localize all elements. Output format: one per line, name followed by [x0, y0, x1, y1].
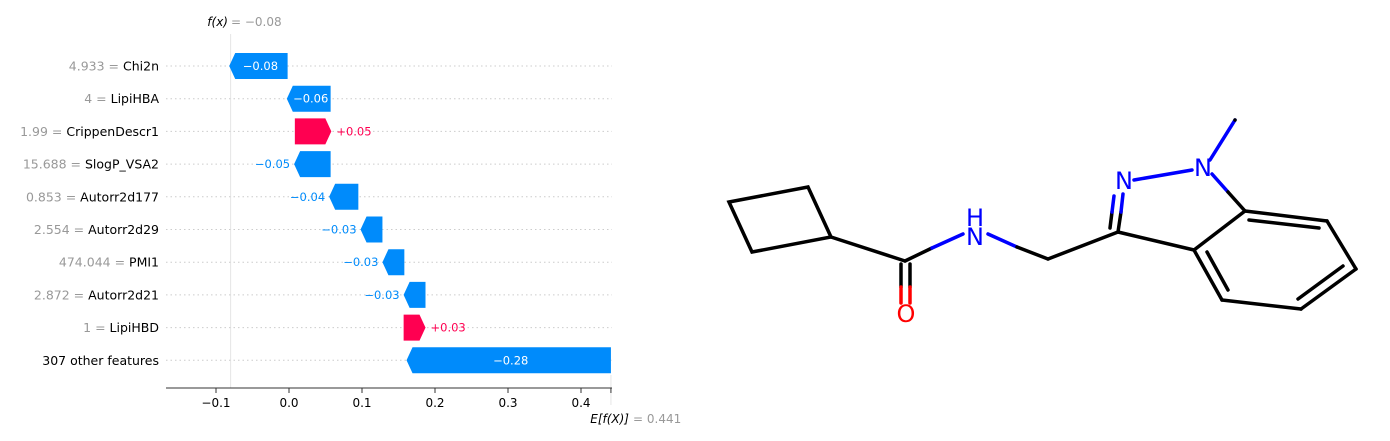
feature-value: 2.554 =: [34, 222, 88, 237]
bond-c5-c4: [1220, 298, 1303, 311]
waterfall-bar: [294, 151, 331, 178]
feature-name: Chi2n: [123, 59, 159, 74]
x-axis: −0.1 0.0 0.1 0.2 0.3 0.4: [166, 387, 612, 410]
feature-label: 1 = LipiHBD: [83, 320, 159, 335]
bond-c7a-c7-inner: [1247, 218, 1321, 230]
feature-label: 0.853 = Autorr2d177: [26, 189, 159, 204]
feature-label: 2.872 = Autorr2d21: [34, 287, 159, 302]
bar-value-label: −0.03: [321, 223, 356, 237]
feature-value: 474.044 =: [59, 255, 129, 270]
bond-c3-n2-c: [1108, 210, 1114, 230]
bond-c7a-c7: [1243, 209, 1329, 223]
bar-value-label: −0.28: [493, 353, 528, 367]
waterfall-bar: [403, 281, 426, 308]
fx-value: = −0.08: [231, 15, 282, 29]
atom-n2: N: [1115, 167, 1133, 195]
bond-c4-c3a-inner: [1205, 250, 1230, 292]
feature-value: 1 =: [83, 320, 109, 335]
feature-value: 2.872 =: [34, 287, 88, 302]
base-value-footer: E[f(X)] = 0.441: [590, 412, 681, 426]
bond-c6-c5-inner: [1296, 264, 1345, 301]
x-tick-label: 0.2: [425, 396, 444, 410]
feature-name: LipiHBA: [111, 91, 160, 106]
bar-value-label: −0.08: [243, 59, 278, 73]
shap-waterfall-chart: f(x) = −0.08 −0.08−0.06+0.05−0.05−0.04−0…: [20, 15, 681, 426]
fx-label: f(x): [207, 15, 228, 29]
bond-c3-n2-d: [1110, 194, 1116, 214]
waterfall-bar: [403, 314, 426, 341]
feature-name: Autorr2d21: [88, 287, 159, 302]
feature-label: 4 = LipiHBA: [84, 91, 159, 106]
fx-header: f(x) = −0.08: [207, 15, 281, 29]
base-value: = 0.441: [633, 412, 681, 426]
atom-h: H: [966, 204, 984, 232]
bars: −0.08 −0.06 +0.05 −0.05 −0.04 −0.03 −0.03 −0.03…: [229, 53, 611, 374]
bond-ring-carbonyl: [829, 235, 907, 263]
feature-label: 4.933 = Chi2n: [69, 59, 159, 74]
bond-nh-ch2-a: [986, 232, 1019, 249]
molecule-bonds: [726, 118, 1358, 311]
feature-label: 15.688 = SlogP_VSA2: [23, 157, 159, 172]
bar-value-label: −0.03: [364, 288, 399, 302]
bond-c4-c3a: [1192, 248, 1224, 302]
atom-nh: N: [966, 223, 984, 251]
bond-nh-ch2-b: [1015, 245, 1050, 261]
x-tick-label: 0.1: [352, 396, 371, 410]
feature-value: 4.933 =: [69, 59, 123, 74]
bond-c3-c3a: [1116, 230, 1196, 252]
feature-label: 2.554 = Autorr2d29: [34, 222, 159, 237]
x-tick-label: 0.3: [498, 396, 517, 410]
bond-c3-n2-b: [1119, 192, 1125, 214]
base-label: E[f(X)]: [590, 412, 629, 426]
bond-n2-n1: [1132, 168, 1194, 182]
bond-n1-c7a-a: [1210, 172, 1230, 194]
bond-carbonyl-nh-b: [930, 232, 965, 250]
waterfall-bar: [286, 85, 331, 112]
feature-name: PMI1: [129, 255, 159, 270]
feature-value: 0.853 =: [26, 189, 80, 204]
feature-name: SlogP_VSA2: [85, 157, 159, 172]
waterfall-bar: [360, 216, 383, 243]
bond-c7-c6: [1325, 219, 1358, 271]
feature-name: LipiHBD: [110, 320, 159, 335]
feature-name: CrippenDescr1: [66, 124, 159, 139]
feature-value: 1.99 =: [20, 124, 66, 139]
feature-label: 1.99 = CrippenDescr1: [20, 124, 159, 139]
feature-label: 474.044 = PMI1: [59, 255, 159, 270]
atom-o: O: [897, 300, 916, 328]
molecule-atom-labels: N N H N O: [897, 154, 1212, 328]
bond-c3-n2-a: [1116, 210, 1123, 234]
bar-value-label: −0.05: [255, 157, 290, 171]
bond-ch2-c3: [1046, 230, 1120, 261]
bar-value-label: +0.03: [431, 321, 466, 335]
bond-carbonyl-nh-a: [903, 246, 934, 263]
waterfall-bar: [382, 249, 405, 276]
bar-value-label: −0.04: [290, 190, 325, 204]
bar-value-label: +0.05: [336, 124, 371, 138]
feature-label: 307 other features: [42, 353, 159, 368]
x-tick-label: 0.4: [571, 396, 590, 410]
feature-name: 307 other features: [42, 353, 159, 368]
feature-value: 4 =: [84, 91, 110, 106]
feature-value: 15.688 =: [23, 157, 85, 172]
x-tick-label: 0.0: [279, 396, 298, 410]
bond-n1-methyl-a: [1208, 118, 1237, 162]
feature-name: Autorr2d177: [80, 189, 159, 204]
waterfall-bar: [406, 347, 611, 374]
bond-n1-c7a-b: [1226, 190, 1247, 213]
atom-n1: N: [1194, 154, 1212, 182]
waterfall-bar: [329, 183, 359, 210]
feature-labels: 4.933 = Chi2n 4 = LipiHBA 1.99 = CrippenDe…: [20, 59, 159, 368]
x-tick-label: −0.1: [201, 396, 230, 410]
waterfall-bar: [229, 53, 288, 79]
cyclobutane-ring: [726, 185, 834, 254]
bond-c3a-c7a: [1192, 209, 1247, 252]
bond-c6-c5: [1299, 267, 1358, 311]
bar-value-label: −0.06: [293, 92, 328, 106]
feature-name: Autorr2d29: [88, 222, 159, 237]
bar-value-label: −0.03: [343, 255, 378, 269]
waterfall-bar: [294, 118, 332, 145]
molecule-structure: N N H N O: [726, 118, 1358, 328]
